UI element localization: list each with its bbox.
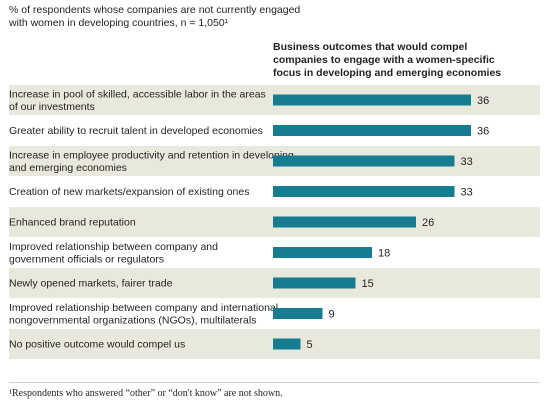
chart-subtitle: % of respondents whose companies are not…	[9, 4, 301, 29]
bar-value-label: 9	[329, 309, 335, 321]
column-heading: Business outcomes that would compel comp…	[273, 41, 502, 79]
bar-value-label: 15	[362, 278, 374, 290]
category-label-line: Increase in pool of skilled, accessible …	[9, 88, 266, 100]
category-label-line: Newly opened markets, fairer trade	[9, 278, 173, 290]
bar	[273, 247, 372, 258]
bar	[273, 186, 455, 197]
bar-value-label: 18	[378, 248, 390, 260]
bar	[273, 308, 323, 319]
bar-value-label: 36	[477, 126, 489, 138]
category-label-line: Improved relationship between company an…	[9, 241, 218, 253]
bar	[273, 94, 471, 106]
category-label-line: and emerging economies	[9, 162, 127, 174]
category-label-line: government officials or regulators	[9, 253, 164, 265]
category-label: Greater ability to recruit talent in dev…	[9, 125, 263, 137]
bar-value-label: 33	[461, 156, 473, 168]
bar	[273, 125, 471, 136]
bar	[273, 338, 301, 350]
bar	[273, 277, 356, 289]
bar-value-label: 36	[477, 95, 489, 107]
category-label: Increase in pool of skilled, accessible …	[9, 88, 266, 113]
category-label: Improved relationship between company an…	[9, 302, 278, 327]
category-label-line: of our investments	[9, 101, 95, 113]
category-label-line: Creation of new markets/expansion of exi…	[9, 186, 249, 198]
category-label-line: Enhanced brand reputation	[9, 217, 136, 229]
bar-value-label: 33	[461, 187, 473, 199]
category-label-line: Greater ability to recruit talent in dev…	[9, 125, 263, 137]
bar	[273, 155, 455, 167]
category-label: Newly opened markets, fairer trade	[9, 278, 173, 290]
bar	[273, 216, 416, 228]
category-label-line: Improved relationship between company an…	[9, 302, 278, 314]
category-label-line: Increase in employee productivity and re…	[9, 149, 294, 161]
bar-chart: Increase in pool of skilled, accessible …	[9, 85, 540, 359]
category-label: No positive outcome would compel us	[9, 339, 185, 351]
category-label: Increase in employee productivity and re…	[9, 149, 294, 174]
category-label-line: No positive outcome would compel us	[9, 339, 185, 351]
footnote: ¹Respondents who answered “other” or “do…	[9, 388, 283, 399]
footnote-divider	[9, 382, 540, 383]
category-label: Improved relationship between company an…	[9, 241, 218, 265]
category-label: Creation of new markets/expansion of exi…	[9, 186, 249, 198]
bar-value-label: 26	[422, 217, 434, 229]
bar-value-label: 5	[307, 339, 313, 351]
category-label: Enhanced brand reputation	[9, 217, 136, 229]
category-label-line: nongovernmental organizations (NGOs), mu…	[9, 314, 256, 326]
